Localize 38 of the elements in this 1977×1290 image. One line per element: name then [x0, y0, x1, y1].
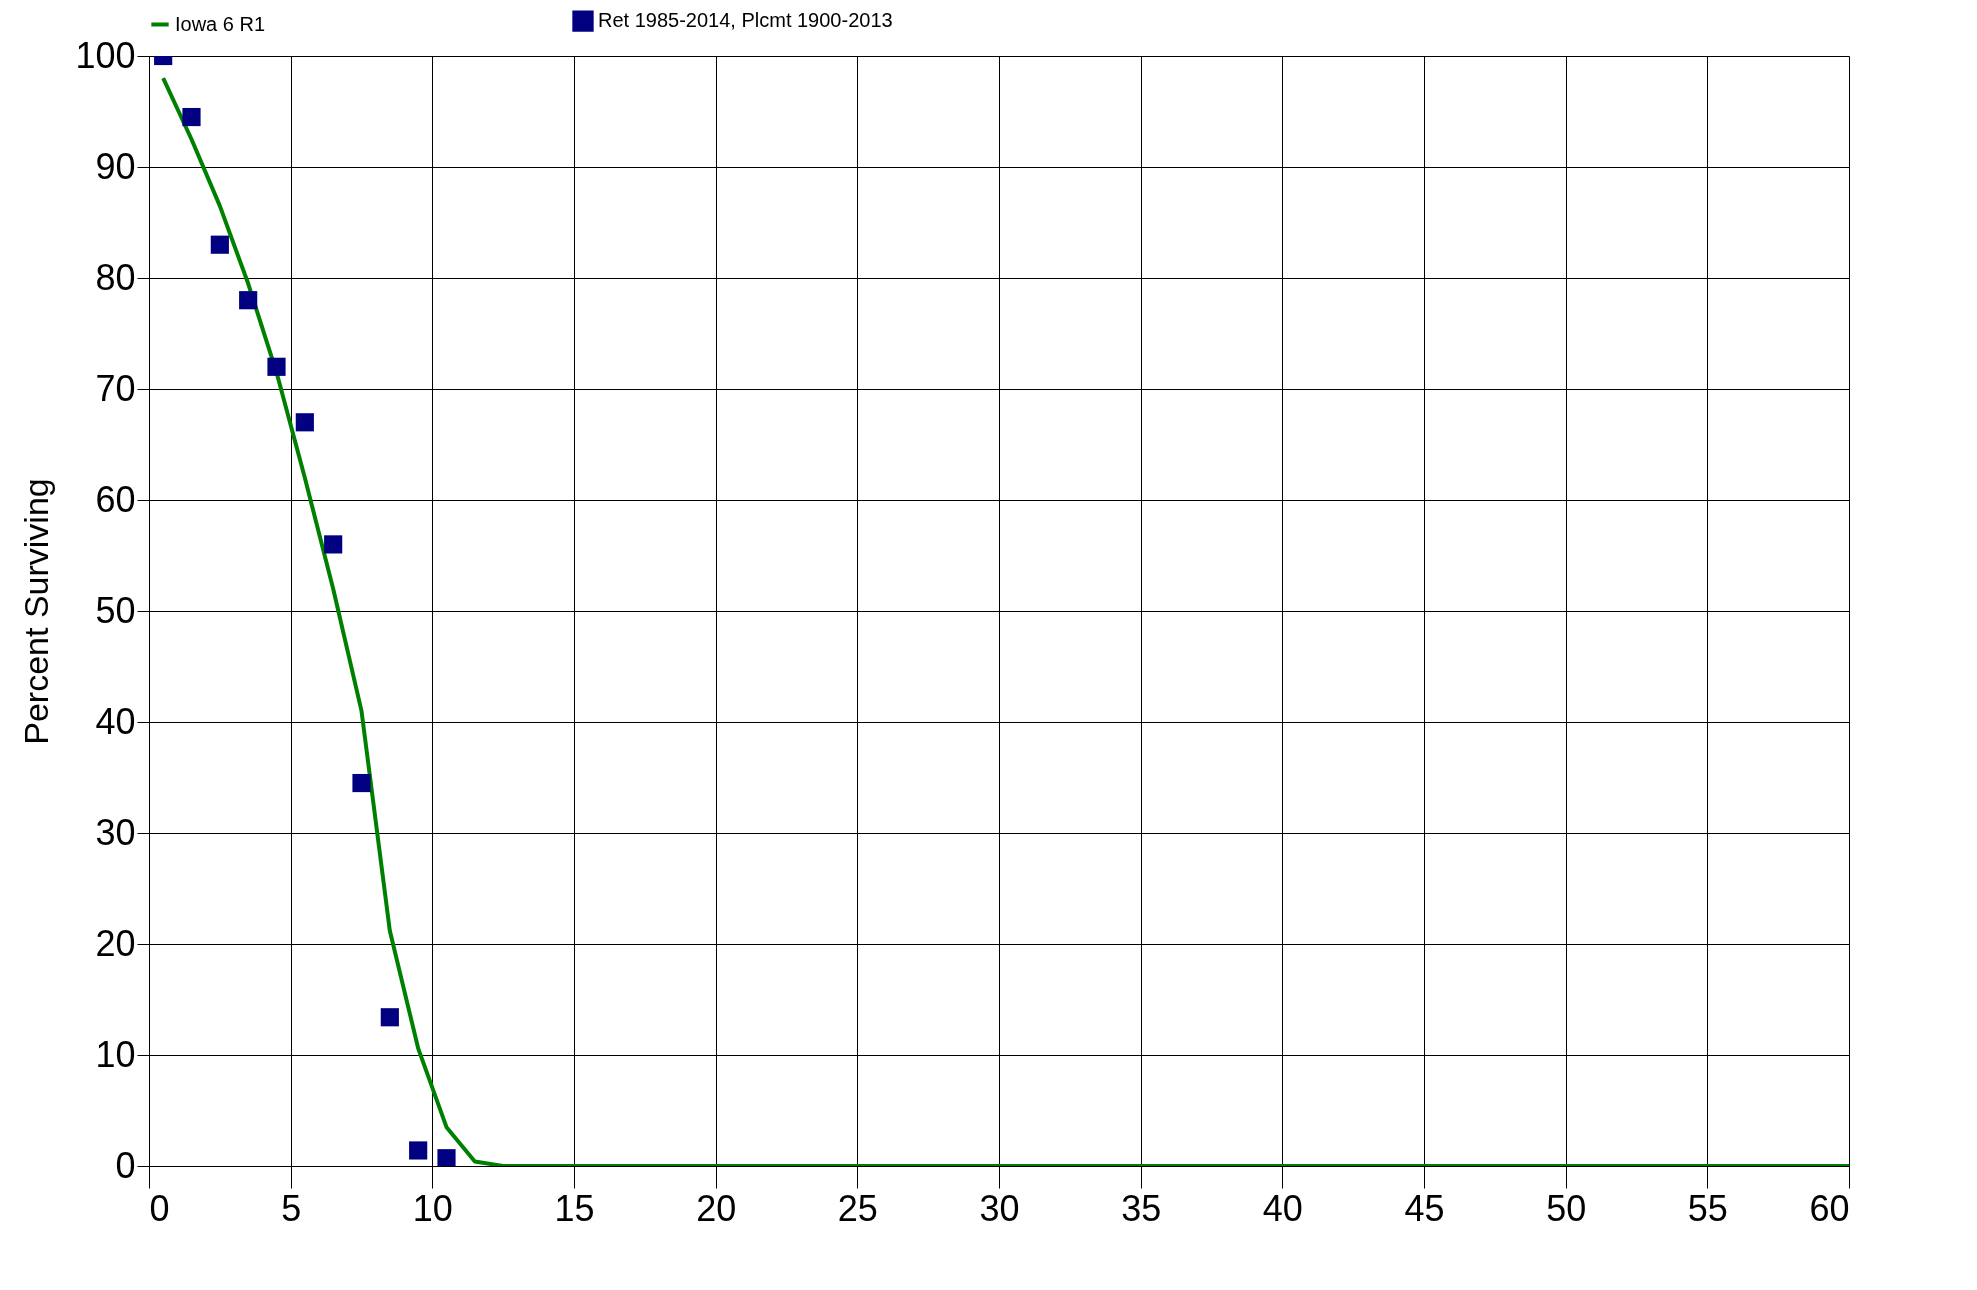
legend-label: Ret 1985-2014, Plcmt 1900-2013 — [598, 9, 893, 32]
point — [352, 773, 371, 793]
x-tick-label: 5 — [281, 1187, 302, 1229]
x-tick-label: 45 — [1404, 1187, 1445, 1229]
y-tick-label: 10 — [95, 1033, 136, 1075]
x-tick-label: 60 — [1809, 1187, 1850, 1229]
point — [239, 291, 258, 310]
y-tick-label: 0 — [115, 1144, 136, 1186]
point — [182, 107, 201, 127]
x-tick-label: 35 — [1121, 1187, 1162, 1229]
x-tick-label: 30 — [979, 1187, 1020, 1229]
x-tick-label: 15 — [554, 1187, 595, 1229]
x-tick-label: 20 — [696, 1187, 737, 1229]
line-series — [161, 76, 1849, 1166]
point — [380, 1008, 399, 1027]
point — [437, 1149, 456, 1166]
point — [324, 535, 343, 554]
y-tick-label: 40 — [95, 700, 136, 742]
x-tick-label: 10 — [412, 1187, 453, 1229]
point — [409, 1141, 428, 1160]
x-tick-label: 40 — [1262, 1187, 1303, 1229]
y-axis-title: Percent Surviving — [17, 478, 56, 745]
y-tick-label: 90 — [95, 145, 136, 187]
x-tick-label: 50 — [1546, 1187, 1587, 1229]
y-tick-label: 80 — [95, 256, 136, 298]
y-tick-label: 60 — [95, 478, 136, 520]
y-tick-label: 50 — [95, 589, 136, 631]
x-tick-label: 55 — [1687, 1187, 1728, 1229]
point — [295, 413, 314, 432]
x-tick-label: 0 — [149, 1187, 170, 1229]
y-tick-label: 100 — [75, 34, 136, 76]
y-tick-label: 30 — [95, 811, 136, 853]
x-tick-label: 25 — [837, 1187, 878, 1229]
y-tick-label: 20 — [95, 922, 136, 964]
point — [267, 357, 286, 376]
y-tick-label: 70 — [95, 367, 136, 409]
point — [210, 235, 229, 254]
legend-label: Iowa 6 R1 — [175, 12, 266, 35]
